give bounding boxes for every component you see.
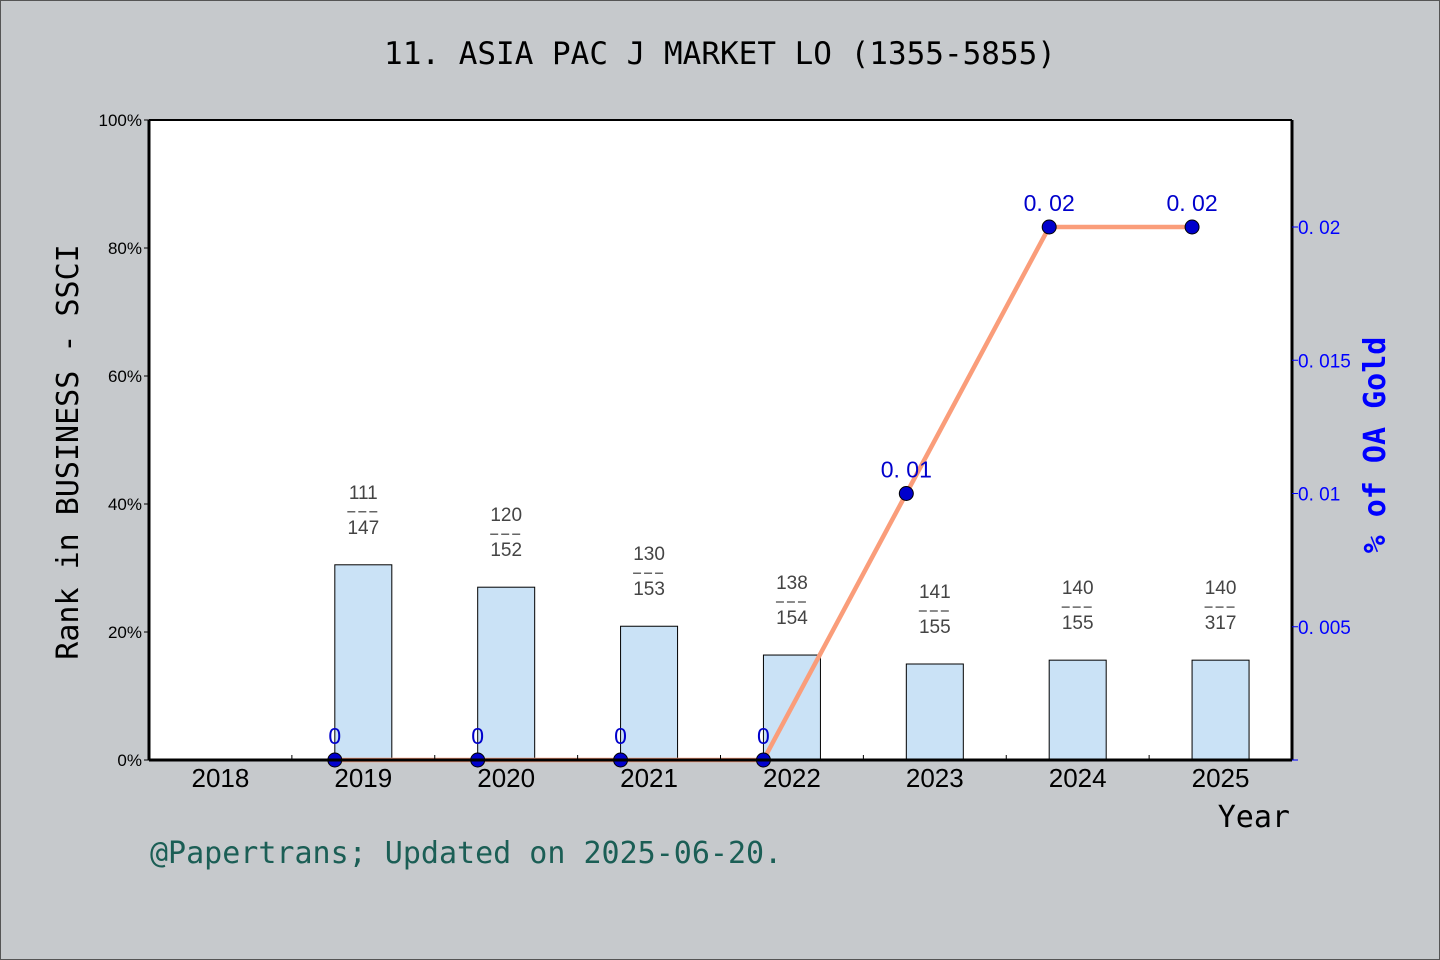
right-tick-label: 0. 01: [1298, 485, 1340, 506]
point-label: 0: [328, 723, 341, 749]
bar-label-rank: 140: [1062, 578, 1094, 599]
axes: 0% 20% 40% 60% 80% 100% 0. 005 0. 01 0. 015 0. 02…: [99, 111, 1351, 793]
bar-label-total: 155: [919, 617, 951, 638]
left-tick-label: 80%: [108, 239, 142, 258]
oa-gold-marker: [1184, 219, 1200, 235]
x-tick-label: 2019: [334, 763, 392, 793]
rank-bar: [1191, 659, 1250, 761]
x-tick-label: 2025: [1192, 763, 1250, 793]
right-tick-label: 0. 02: [1298, 218, 1340, 239]
right-axis-label: % of OA Gold: [1358, 337, 1393, 554]
bar-label-total: 147: [347, 518, 379, 539]
left-tick-label: 60%: [108, 367, 142, 386]
right-tick-label: 0. 015: [1298, 351, 1351, 372]
left-tick-label: 0%: [117, 751, 142, 770]
bar-label-rank: 140: [1205, 578, 1237, 599]
x-tick-label: 2020: [477, 763, 535, 793]
x-tick-label: 2023: [906, 763, 964, 793]
point-label: 0: [757, 723, 770, 749]
point-label: 0. 02: [1166, 190, 1217, 216]
right-tick-label: 0. 005: [1298, 618, 1351, 639]
rank-bar: [477, 586, 536, 761]
point-label: 0. 01: [881, 457, 932, 483]
x-tick-label: 2018: [192, 763, 250, 793]
bar-label-rank: 141: [919, 582, 951, 603]
rank-bar: [1048, 659, 1107, 761]
bar-label-rank: 130: [633, 544, 665, 565]
x-tick-label: 2024: [1049, 763, 1107, 793]
point-label: 0: [614, 723, 627, 749]
bar-label-total: 154: [776, 608, 808, 629]
plot-area: [149, 120, 1292, 760]
rank-bar: [334, 564, 393, 761]
bar-label-total: 155: [1062, 613, 1094, 634]
left-tick-label: 20%: [108, 623, 142, 642]
rank-bar: [620, 625, 679, 761]
footer-credit: @Papertrans; Updated on 2025-06-20.: [150, 836, 783, 871]
oa-gold-marker: [1041, 219, 1057, 235]
bar-label-total: 317: [1205, 613, 1237, 634]
bar-label-total: 153: [633, 579, 665, 600]
rank-bar: [905, 663, 964, 761]
bar-label-rank: 111: [349, 483, 378, 504]
bar-label-total: 152: [490, 540, 522, 561]
bar-labels: 111 147 120 152 130 153 138 154 141 155 140 155 140 3…: [327, 219, 1237, 768]
left-tick-label: 40%: [108, 495, 142, 514]
x-tick-label: 2021: [620, 763, 678, 793]
oa-gold-marker: [898, 486, 914, 501]
left-axis-label: Rank in BUSINESS - SSCI: [51, 244, 86, 659]
bar-label-rank: 138: [776, 573, 808, 594]
point-label: 0: [471, 723, 484, 749]
point-label: 0. 02: [1024, 190, 1075, 216]
x-tick-label: 2022: [763, 763, 821, 793]
bar-label-rank: 120: [490, 505, 522, 526]
chart-title: 11. ASIA PAC J MARKET LO (1355-5855): [384, 36, 1056, 72]
x-axis-label: Year: [1218, 800, 1290, 835]
left-tick-label: 100%: [99, 111, 142, 130]
bar-series: [334, 564, 1250, 761]
